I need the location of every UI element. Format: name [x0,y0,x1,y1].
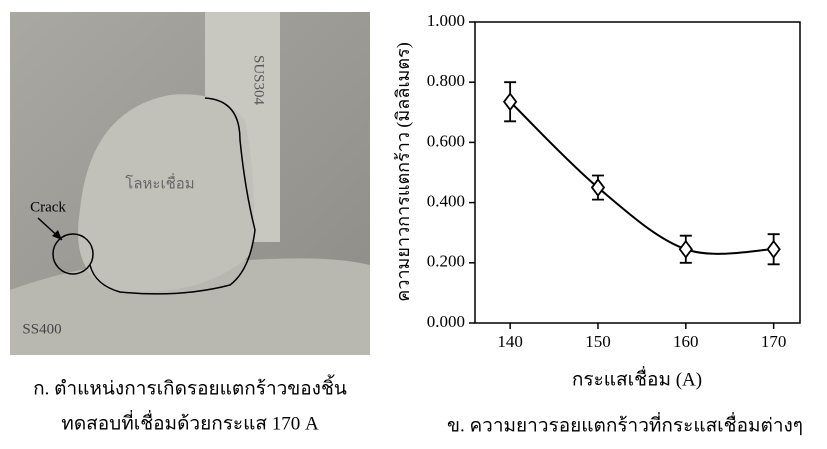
chart-caption: ข. ความยาวรอยแตกร้าวที่กระแสเชื่อมต่างๆ [447,411,803,436]
y-tick-label: 0.800 [427,71,465,90]
y-tick-label: 1.000 [427,11,465,30]
x-tick-label: 160 [673,332,699,351]
y-axis-label: ความยาวการแตกร้าว (มิลลิเมตร) [393,42,414,301]
photo-label: Crack [30,199,66,215]
x-axis-label: กระแสเชื่อม (A) [572,365,702,390]
figure: SUS304 โลหะเชื่อม Crack SS400 ก. ตำแหน่ง… [0,0,827,444]
x-tick-label: 150 [585,332,611,351]
marker [592,180,604,196]
y-tick-label: 0.200 [427,252,465,271]
photo-label: SS400 [22,321,61,337]
marker [680,241,692,257]
photo-label: SUS304 [251,55,267,106]
y-tick-label: 0.400 [427,192,465,211]
x-tick-label: 140 [497,332,523,351]
y-tick-label: 0.000 [427,312,465,331]
y-tick-label: 0.600 [427,131,465,150]
photo-caption: ทดสอบที่เชื่อมด้วยกระแส 170 A [61,409,319,434]
photo: SUS304 โลหะเชื่อม Crack SS400 ก. ตำแหน่ง… [10,12,370,434]
x-tick-label: 170 [761,332,787,351]
photo-caption: ก. ตำแหน่งการเกิดรอยแตกร้าวของชิ้น [33,374,347,399]
plot-frame [475,22,800,323]
marker [768,241,780,257]
line [510,102,774,254]
